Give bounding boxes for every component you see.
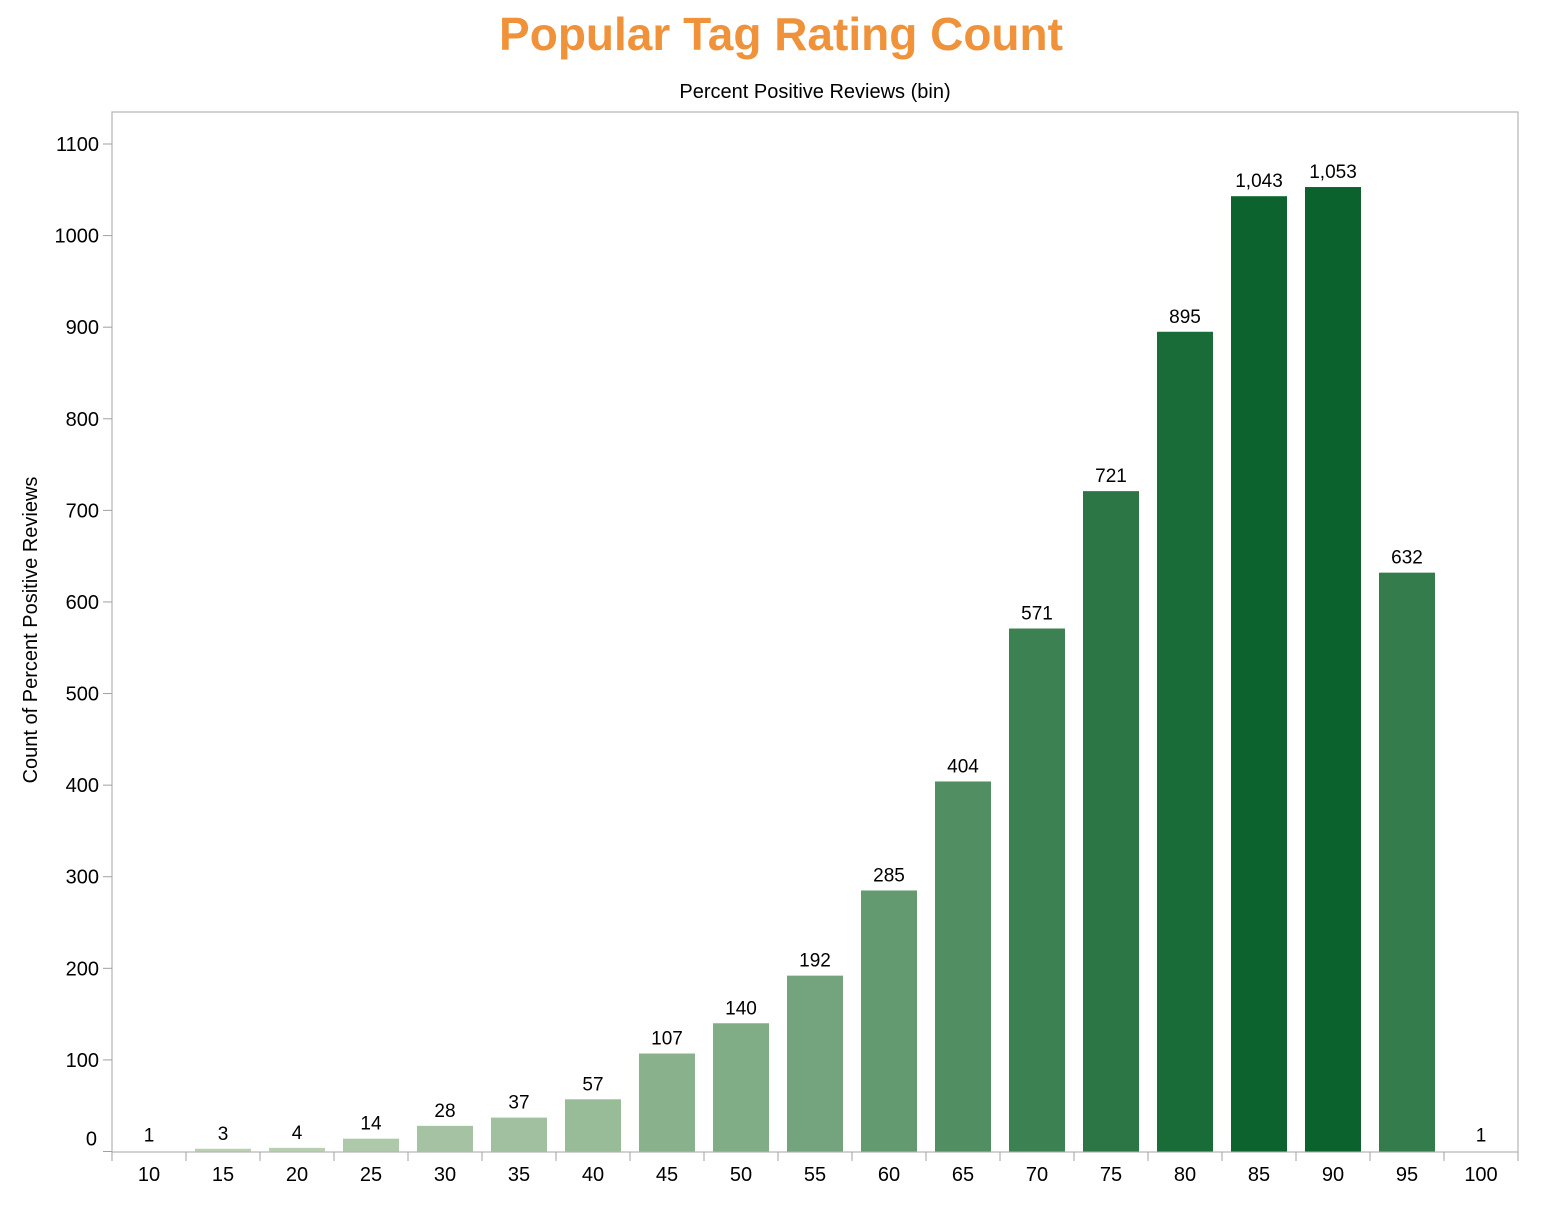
bar-value-label: 1,053 bbox=[1309, 162, 1357, 183]
x-tick-label: 20 bbox=[286, 1164, 308, 1186]
bar-value-label: 4 bbox=[292, 1123, 303, 1144]
bar-value-label: 1 bbox=[1476, 1126, 1487, 1147]
x-tick-label: 80 bbox=[1174, 1164, 1196, 1186]
x-tick-label: 25 bbox=[360, 1164, 382, 1186]
bar bbox=[1305, 187, 1361, 1152]
x-tick-label: 45 bbox=[656, 1164, 678, 1186]
y-tick-label: 100 bbox=[66, 1050, 99, 1072]
bar bbox=[1379, 572, 1435, 1152]
bar-value-label: 192 bbox=[799, 951, 831, 972]
x-tick-label: 65 bbox=[952, 1164, 974, 1186]
y-tick-label: 800 bbox=[66, 409, 99, 431]
x-tick-label: 95 bbox=[1396, 1164, 1418, 1186]
bar-value-label: 3 bbox=[218, 1124, 229, 1145]
bar bbox=[639, 1053, 695, 1152]
bar bbox=[861, 890, 917, 1152]
bar-value-label: 404 bbox=[947, 756, 979, 777]
y-tick-label: 0 bbox=[86, 1129, 97, 1151]
x-tick-label: 70 bbox=[1026, 1164, 1048, 1186]
x-tick-label: 30 bbox=[434, 1164, 456, 1186]
x-axis-title: Percent Positive Reviews (bin) bbox=[679, 81, 950, 103]
bar bbox=[565, 1099, 621, 1152]
bar-value-label: 1 bbox=[144, 1126, 155, 1147]
bar bbox=[343, 1138, 399, 1152]
x-tick-label: 35 bbox=[508, 1164, 530, 1186]
bar-value-label: 285 bbox=[873, 865, 905, 886]
bar-value-label: 571 bbox=[1021, 604, 1053, 625]
bar bbox=[417, 1125, 473, 1152]
bar bbox=[713, 1023, 769, 1152]
bar-value-label: 632 bbox=[1391, 548, 1423, 569]
y-tick-label: 1100 bbox=[56, 134, 99, 156]
x-tick-label: 75 bbox=[1100, 1164, 1122, 1186]
bar bbox=[787, 975, 843, 1152]
x-tick-label: 100 bbox=[1464, 1164, 1497, 1186]
y-tick-label: 200 bbox=[66, 958, 99, 980]
y-tick-label: 900 bbox=[66, 317, 99, 339]
bar bbox=[1083, 491, 1139, 1152]
y-tick-label: 500 bbox=[66, 684, 99, 706]
bar-value-label: 14 bbox=[360, 1114, 382, 1135]
x-tick-label: 10 bbox=[138, 1164, 160, 1186]
bars bbox=[195, 187, 1435, 1152]
x-tick-label: 15 bbox=[212, 1164, 234, 1186]
bar-value-label: 1,043 bbox=[1235, 171, 1283, 192]
bar-value-label: 895 bbox=[1169, 307, 1201, 328]
bar-value-label: 28 bbox=[434, 1101, 455, 1122]
bar-value-label: 57 bbox=[582, 1074, 603, 1095]
bar bbox=[1231, 196, 1287, 1152]
bar-labels: 1 3 4 14 28 37 57 107 140 192 285 404 571 721 895 1,043… bbox=[144, 162, 1487, 1147]
x-tick-label: 55 bbox=[804, 1164, 826, 1186]
bar bbox=[935, 781, 991, 1152]
y-axis: 0 100 200 300 400 500 600 700 800 900 1000 1100 bbox=[55, 134, 112, 1152]
x-tick-label: 90 bbox=[1322, 1164, 1344, 1186]
x-tick-label: 60 bbox=[878, 1164, 900, 1186]
bar-value-label: 37 bbox=[508, 1093, 529, 1114]
chart-title: Popular Tag Rating Count bbox=[499, 8, 1063, 60]
bar bbox=[195, 1148, 251, 1152]
y-tick-label: 300 bbox=[66, 867, 99, 889]
bar-value-label: 107 bbox=[651, 1028, 683, 1049]
x-tick-label: 50 bbox=[730, 1164, 752, 1186]
bar-value-label: 721 bbox=[1095, 466, 1127, 487]
x-tick-label: 85 bbox=[1248, 1164, 1270, 1186]
x-axis: 10 15 20 25 30 35 40 45 50 55 60 65 70 75 80 85 90 95 100 bbox=[111, 1152, 1519, 1186]
y-tick-label: 400 bbox=[66, 775, 99, 797]
bar-value-label: 140 bbox=[725, 998, 757, 1019]
plot-frame bbox=[111, 111, 1519, 1153]
y-tick-label: 1000 bbox=[55, 226, 100, 248]
y-axis-title: Count of Percent Positive Reviews bbox=[20, 477, 42, 784]
bar bbox=[1009, 628, 1065, 1152]
bar bbox=[269, 1147, 325, 1152]
bar bbox=[491, 1117, 547, 1152]
y-tick-label: 600 bbox=[66, 592, 99, 614]
bar bbox=[1157, 331, 1213, 1152]
x-tick-label: 40 bbox=[582, 1164, 604, 1186]
y-tick-label: 700 bbox=[66, 500, 99, 522]
